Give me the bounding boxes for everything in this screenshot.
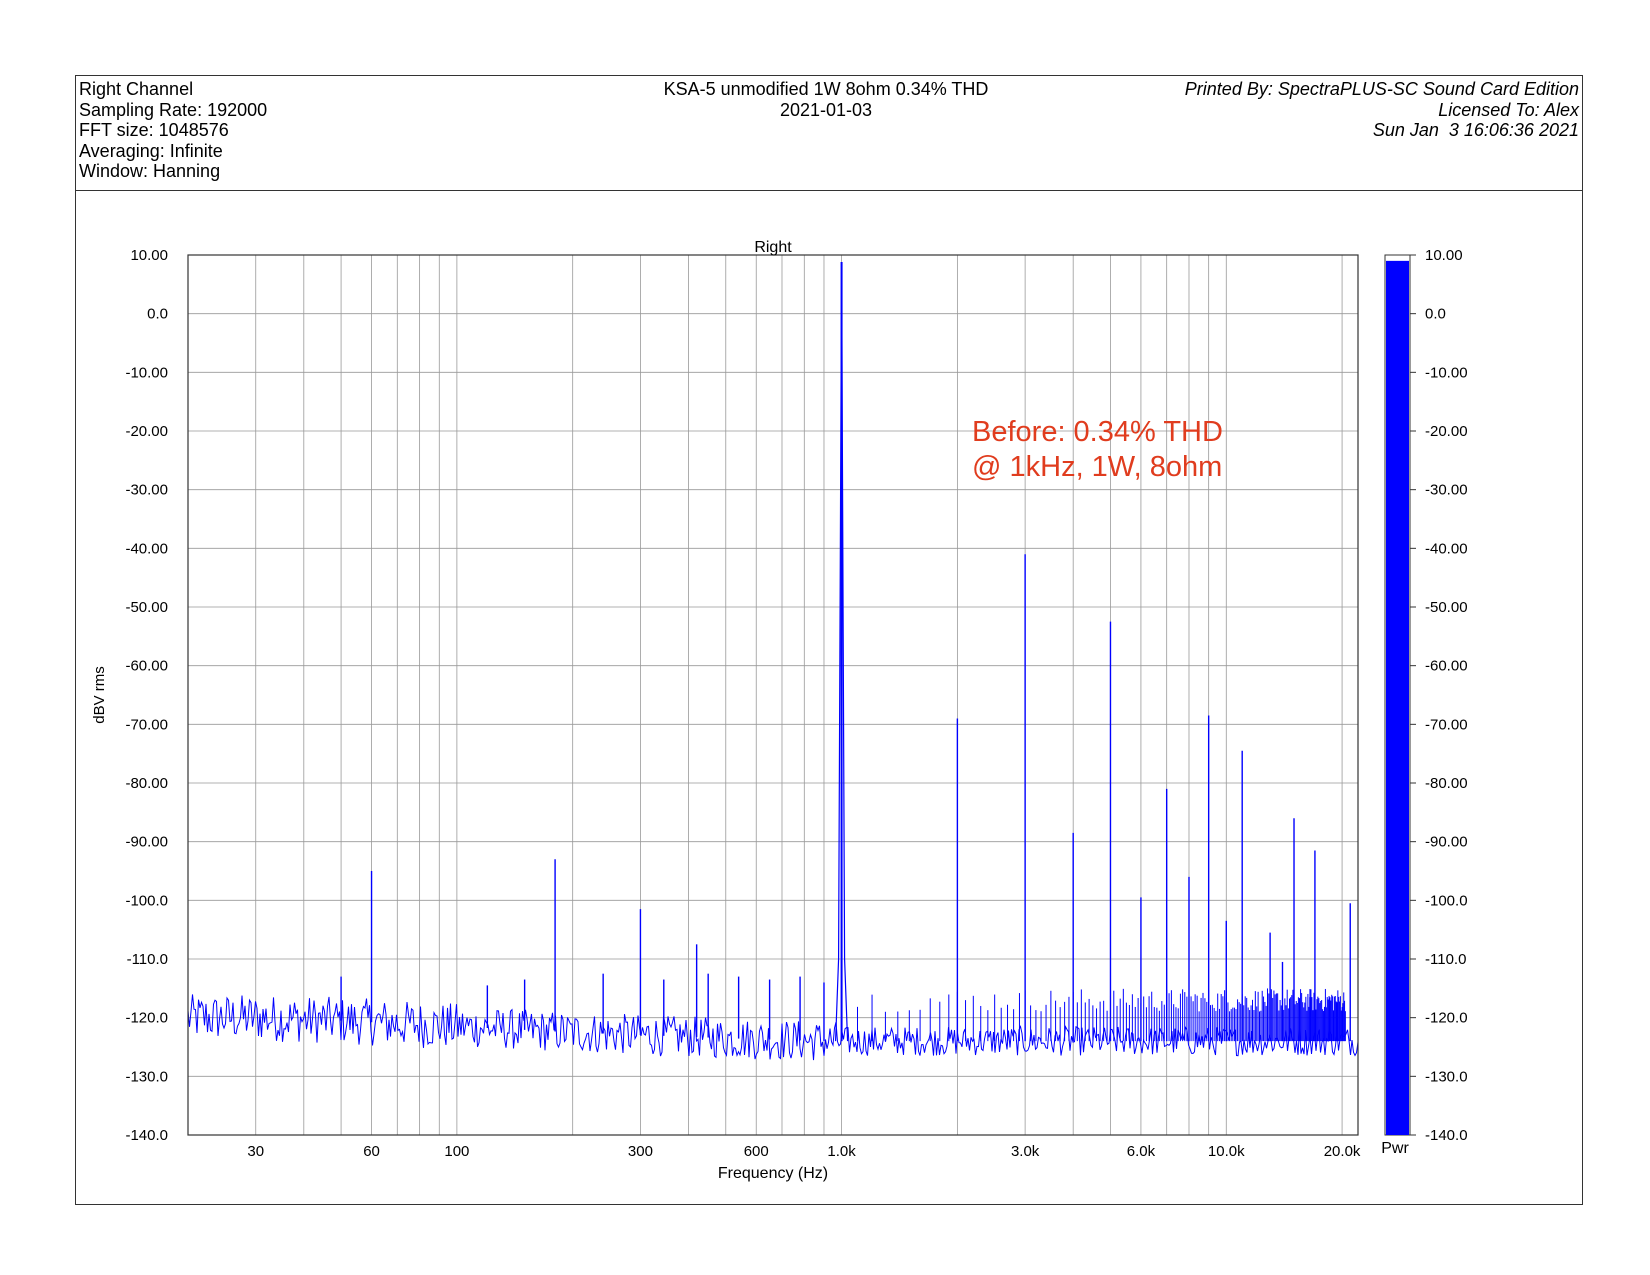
licensed-to: Licensed To: Alex — [1438, 99, 1579, 120]
y-axis-title: dBV rms — [91, 666, 108, 724]
x-tick-label: 20.0k — [1324, 1143, 1361, 1160]
annotation-line-1: Before: 0.34% THD — [972, 416, 1223, 448]
meter-tick-label: -10.00 — [1425, 364, 1468, 381]
y-tick-label: -120.0 — [125, 1010, 168, 1027]
meter-tick-label: -100.0 — [1425, 892, 1468, 909]
report-title-block: KSA-5 unmodified 1W 8ohm 0.34% THD 2021-… — [576, 79, 1076, 120]
meter-bar — [1386, 260, 1409, 1135]
printed-by: Printed By: SpectraPLUS-SC Sound Card Ed… — [1184, 79, 1579, 99]
y-tick-label: -140.0 — [125, 1127, 168, 1144]
x-tick-label: 6.0k — [1127, 1143, 1156, 1160]
meter-tick-label: 10.00 — [1425, 247, 1463, 264]
report-title: KSA-5 unmodified 1W 8ohm 0.34% THD — [663, 79, 989, 99]
y-tick-label: -60.00 — [125, 658, 168, 675]
x-tick-label: 10.0k — [1208, 1143, 1245, 1160]
meter-tick-label: -30.00 — [1425, 482, 1468, 499]
print-info: Printed By: SpectraPLUS-SC Sound Card Ed… — [1185, 79, 1579, 141]
y-tick-label: -40.00 — [125, 540, 168, 557]
y-tick-label: -110.0 — [127, 951, 168, 968]
plot-border — [187, 254, 1359, 1136]
meter-tick-label: -110.0 — [1425, 951, 1466, 968]
y-tick-label: -130.0 — [125, 1068, 168, 1085]
window-type: Window: Hanning — [79, 161, 221, 181]
meter-tick-label: -70.00 — [1425, 716, 1468, 733]
meter-label: Pwr — [1381, 1140, 1409, 1157]
y-tick-label: 10.00 — [130, 247, 168, 264]
annotation-line-2: @ 1kHz, 1W, 8ohm — [972, 451, 1222, 483]
fft-size: FFT size: 1048576 — [79, 120, 229, 140]
x-tick-label: 3.0k — [1011, 1143, 1040, 1160]
grid — [188, 254, 1358, 1136]
noise-floor-trace — [187, 994, 1359, 1061]
y-tick-label: -10.00 — [125, 364, 168, 381]
y-tick-label: -100.0 — [125, 892, 168, 909]
meter-tick-label: -90.00 — [1425, 834, 1468, 851]
x-tick-label: 300 — [628, 1143, 653, 1160]
meter-tick-label: 0.0 — [1425, 306, 1446, 323]
x-tick-label: 60 — [363, 1143, 380, 1160]
chart-title: Right — [754, 239, 792, 256]
x-tick-label: 30 — [247, 1143, 264, 1160]
fundamental-skirt — [834, 262, 849, 1042]
axis-labels: 10.00 0.0 -10.00 -20.00 -30.00 -40.00 -50.00 -6… — [125, 247, 1360, 1160]
x-axis-title: Frequency (Hz) — [718, 1165, 828, 1182]
report-frame: Right Channel Sampling Rate: 192000 FFT … — [75, 75, 1583, 1205]
x-tick-label: 600 — [744, 1143, 769, 1160]
report-header: Right Channel Sampling Rate: 192000 FFT … — [76, 76, 1582, 191]
y-tick-label: -30.00 — [125, 482, 168, 499]
x-tick-label: 100 — [444, 1143, 469, 1160]
meter-tick-label: -120.0 — [1425, 1010, 1468, 1027]
meter-tick-label: -20.00 — [1425, 423, 1468, 440]
y-tick-label: -80.00 — [125, 775, 168, 792]
meter-tick-label: -140.0 — [1425, 1127, 1468, 1144]
meter-tick-label: -80.00 — [1425, 775, 1468, 792]
channel-label: Right Channel — [79, 79, 194, 99]
meter-tick-label: -130.0 — [1425, 1068, 1468, 1085]
meter-tick-label: -60.00 — [1425, 658, 1468, 675]
spectrum-trace — [187, 262, 1359, 1061]
power-meter: 10.00 0.0 -10.00 -20.00 -30.00 -40.00 -50.00 -6… — [1384, 247, 1468, 1144]
sampling-rate: Sampling Rate: 192000 — [79, 99, 268, 120]
y-tick-label: -20.00 — [125, 423, 168, 440]
meter-tick-label: -40.00 — [1425, 540, 1468, 557]
report-date: 2021-01-03 — [779, 99, 873, 120]
y-tick-label: -90.00 — [125, 834, 168, 851]
y-tick-label: 0.0 — [147, 306, 168, 323]
y-tick-label: -70.00 — [125, 716, 168, 733]
meter-tick-label: -50.00 — [1425, 599, 1468, 616]
measurement-info: Right Channel Sampling Rate: 192000 FFT … — [79, 79, 267, 182]
print-timestamp: Sun Jan 3 16:06:36 2021 — [1372, 120, 1579, 140]
x-tick-label: 1.0k — [827, 1143, 856, 1160]
averaging: Averaging: Infinite — [79, 140, 223, 161]
y-tick-label: -50.00 — [125, 599, 168, 616]
